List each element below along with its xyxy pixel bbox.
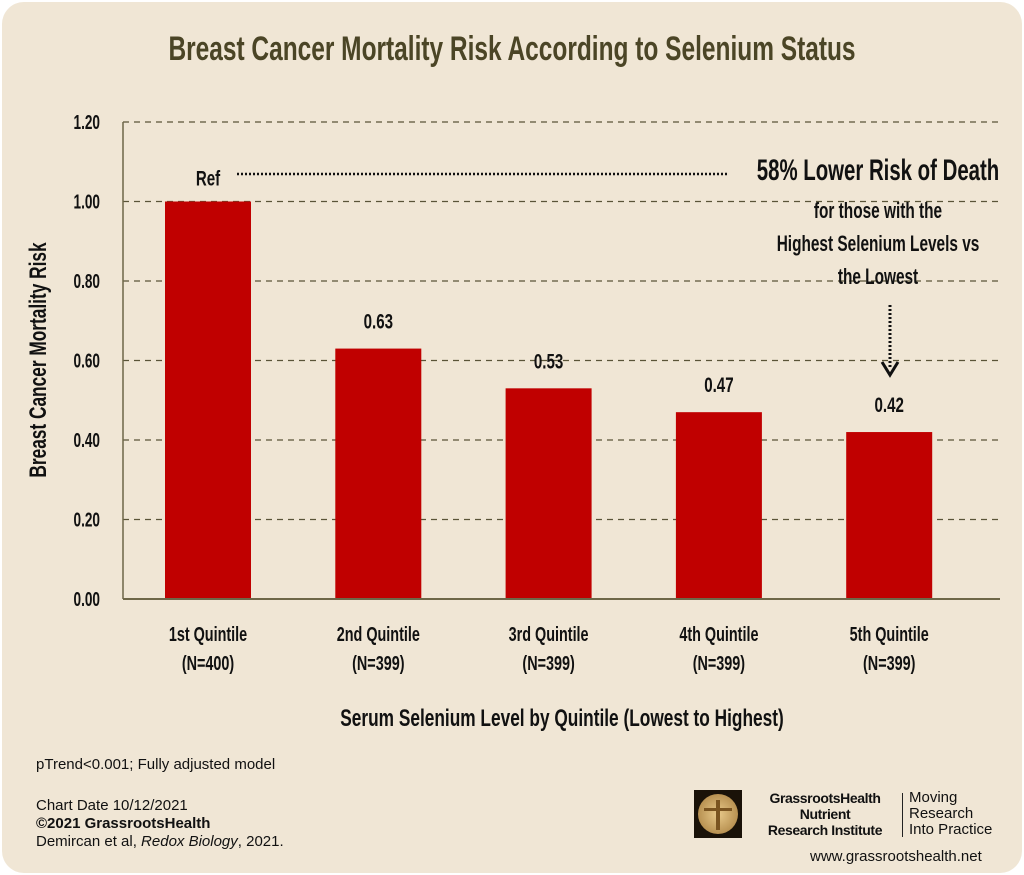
y-tick-label-group: 0.00 (74, 588, 100, 610)
y-tick-label: 0.60 (74, 350, 100, 372)
x-category-label-group: 4th Quintile (679, 623, 758, 646)
logo-tagline-1: Moving (909, 789, 958, 806)
x-category-n: (N=399) (863, 652, 915, 675)
logo-tagline-3: Into Practice (909, 821, 993, 838)
y-tick-label: 0.20 (74, 509, 100, 531)
annotation-line: the Lowest (838, 265, 919, 289)
vitruvian-man-icon (694, 790, 742, 838)
annotation-line-group: for those with the (814, 199, 942, 223)
y-tick-label: 1.20 (74, 111, 100, 133)
bar-value-label-group: 0.63 (364, 309, 393, 333)
grassrootshealth-logo: GrassrootsHealth Nutrient Research Insti… (692, 787, 1024, 875)
website-link[interactable]: www.grassrootshealth.net (810, 848, 982, 865)
bar-3 (505, 388, 592, 599)
x-category-label-group: 1st Quintile (169, 623, 248, 646)
chart-title-group: Breast Cancer Mortality Risk According t… (168, 30, 855, 68)
bar-value-label: 0.42 (874, 393, 903, 417)
x-axis-label-group: Serum Selenium Level by Quintile (Lowest… (340, 705, 783, 731)
y-tick-label: 0.80 (74, 270, 100, 292)
x-category-label-group: 2nd Quintile (337, 623, 420, 646)
logo-name-2: Nutrient (799, 806, 851, 822)
annotation-line-group: the Lowest (838, 265, 919, 289)
y-tick-label-group: 1.20 (74, 111, 100, 133)
annotation-headline-group: 58% Lower Risk of Death (757, 154, 999, 187)
logo-divider (902, 793, 903, 837)
x-category-n-group: (N=399) (522, 652, 574, 675)
logo-name-1: GrassrootsHealth (769, 790, 881, 806)
x-category-n-group: (N=399) (693, 652, 745, 675)
x-category-n-group: (N=399) (863, 652, 915, 675)
x-category-label: 3rd Quintile (509, 623, 589, 646)
bar-value-label: Ref (196, 166, 221, 190)
bar-value-label: 0.53 (534, 349, 563, 373)
bar-value-label-group: 0.47 (704, 373, 733, 397)
annotation-headline: 58% Lower Risk of Death (757, 154, 999, 187)
bar-value-label-group: 0.42 (874, 393, 903, 417)
y-tick-label-group: 0.20 (74, 509, 100, 531)
bar-value-label-group: 0.53 (534, 349, 563, 373)
copyright: ©2021 GrassrootsHealth (36, 815, 211, 832)
y-tick-label: 0.40 (74, 429, 100, 451)
bar-2 (335, 348, 422, 599)
bar-value-label: 0.47 (704, 373, 733, 397)
x-category-n: (N=399) (522, 652, 574, 675)
annotation-line-group: Highest Selenium Levels vs (777, 232, 980, 256)
y-tick-label-group: 0.80 (74, 270, 100, 292)
x-category-n-group: (N=400) (182, 652, 234, 675)
logo-tagline-2: Research (909, 805, 974, 822)
bar-4 (675, 412, 762, 599)
footnote-ptrend: pTrend<0.001; Fully adjusted model (36, 756, 276, 773)
y-tick-label-group: 0.40 (74, 429, 100, 451)
x-category-label: 1st Quintile (169, 623, 248, 646)
logo-name-3: Research Institute (767, 822, 883, 838)
bar-1 (165, 201, 251, 599)
annotation-line: for those with the (814, 199, 942, 223)
x-category-label: 5th Quintile (850, 623, 929, 646)
x-category-label-group: 3rd Quintile (509, 623, 589, 646)
x-axis-label: Serum Selenium Level by Quintile (Lowest… (340, 705, 783, 731)
y-tick-label: 1.00 (74, 191, 100, 213)
arrow-head-icon (880, 361, 900, 378)
chart-title: Breast Cancer Mortality Risk According t… (168, 30, 855, 68)
y-tick-label-group: 1.00 (74, 191, 100, 213)
citation: Demircan et al, Redox Biology, 2021. (36, 833, 284, 851)
citation-authors: Demircan et al, (36, 833, 142, 850)
x-category-n: (N=399) (693, 652, 745, 675)
x-category-label: 4th Quintile (679, 623, 758, 646)
x-category-n-group: (N=399) (352, 652, 404, 675)
bar-5 (846, 432, 933, 599)
citation-year: , 2021. (237, 833, 284, 850)
chart-date: Chart Date 10/12/2021 (36, 797, 188, 814)
y-axis-label-group: Breast Cancer Mortality Risk (25, 242, 51, 478)
x-category-n: (N=400) (182, 652, 234, 675)
citation-journal: Redox Biology (141, 833, 238, 850)
bar-value-label: 0.63 (364, 309, 393, 333)
bar-value-label-group: Ref (196, 166, 221, 190)
y-tick-label: 0.00 (74, 588, 100, 610)
y-axis-label: Breast Cancer Mortality Risk (25, 242, 51, 478)
x-category-label: 2nd Quintile (337, 623, 420, 646)
x-category-label-group: 5th Quintile (850, 623, 929, 646)
annotation-line: Highest Selenium Levels vs (777, 232, 980, 256)
y-tick-label-group: 0.60 (74, 350, 100, 372)
x-category-n: (N=399) (352, 652, 404, 675)
